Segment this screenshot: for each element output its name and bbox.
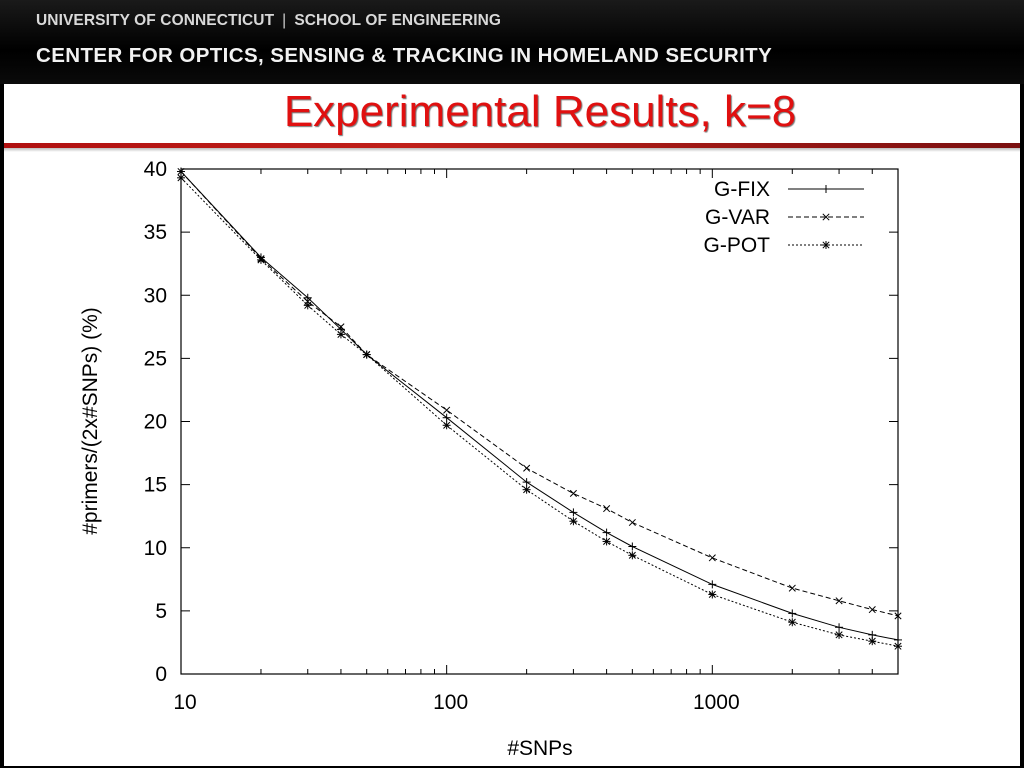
series-g-pot [177,173,902,651]
school-name: SCHOOL OF ENGINEERING [294,12,502,29]
x-tick-label: 100 [433,691,468,714]
legend-label-g-var: G-VAR [705,206,770,229]
y-tick-label: 5 [155,600,167,623]
data-point-g-var [788,584,796,592]
data-point-g-pot [523,486,531,494]
legend-marker-g-pot [822,241,830,249]
data-point-g-pot [363,351,371,359]
header-separator: | [282,12,287,29]
data-point-g-pot [868,637,876,645]
center-name: CENTER FOR OPTICS, SENSING & TRACKING IN… [36,44,773,67]
series-line-g-fix [180,171,899,641]
data-point-g-var [569,489,577,498]
axis-ticks: 0 5 10 15 20 25 30 35 40 10 100 1000 [144,158,899,714]
series-line-g-var [180,171,899,617]
data-point-g-var [868,606,876,614]
data-point-g-var [443,406,451,414]
series-lines [177,167,902,651]
header-university-line: UNIVERSITY OF CONNECTICUT | SCHOOL OF ENGI… [36,12,501,30]
y-tick-label: 25 [144,347,167,370]
data-point-g-var [523,464,531,472]
y-tick-label: 0 [155,663,167,686]
title-divider [4,143,1020,148]
series-g-var [177,167,902,620]
data-point-g-var [708,554,716,562]
data-point-g-pot [177,174,185,182]
data-point-g-pot [708,590,716,599]
series-line-g-pot [180,177,899,647]
title-divider-shadow [4,148,1020,152]
y-tick-label: 10 [144,537,167,560]
data-point-g-var [337,323,345,331]
data-point-g-var [628,518,636,527]
data-point-g-pot [443,421,451,429]
line-chart: 0 5 10 15 20 25 30 35 40 10 100 1000 G-FIX G-VAR G-… [79,158,902,760]
y-tick-label: 15 [144,474,167,497]
data-point-g-pot [337,330,345,338]
y-tick-label: 30 [144,284,167,307]
data-point-g-pot [569,517,577,525]
data-point-g-var [177,167,185,176]
legend-label-g-fix: G-FIX [714,178,770,201]
header-bar: UNIVERSITY OF CONNECTICUT | SCHOOL OF ENGI… [0,0,1024,84]
x-axis-label: #SNPs [507,737,572,760]
data-point-g-pot [304,301,312,309]
series-g-fix [177,167,902,644]
plot-frame [180,168,899,675]
y-tick-label: 35 [144,221,167,244]
data-point-g-pot [628,551,636,559]
chart-legend: G-FIX G-VAR G-POT [704,178,864,257]
x-tick-label: 10 [173,691,196,714]
data-point-g-var [835,597,843,605]
university-name: UNIVERSITY OF CONNECTICUT [36,12,275,29]
data-point-g-pot [835,631,843,639]
data-point-g-pot [894,642,902,650]
data-point-g-var [603,505,611,513]
slide-title: Experimental Results, k=8 [283,87,797,136]
y-tick-label: 20 [144,411,167,434]
x-tick-label: 1000 [693,691,740,714]
legend-label-g-pot: G-POT [704,234,771,257]
data-point-g-pot [788,618,796,626]
y-axis-label: #primers/(2x#SNPs) (%) [79,307,102,535]
slide-content: Experimental Results, k=8 0 5 10 15 20 25 30 35… [4,84,1020,766]
y-tick-label: 40 [144,158,167,181]
data-point-g-pot [257,256,265,264]
data-point-g-pot [603,537,611,545]
data-point-g-var [894,612,902,620]
legend-marker-g-var [822,213,830,221]
